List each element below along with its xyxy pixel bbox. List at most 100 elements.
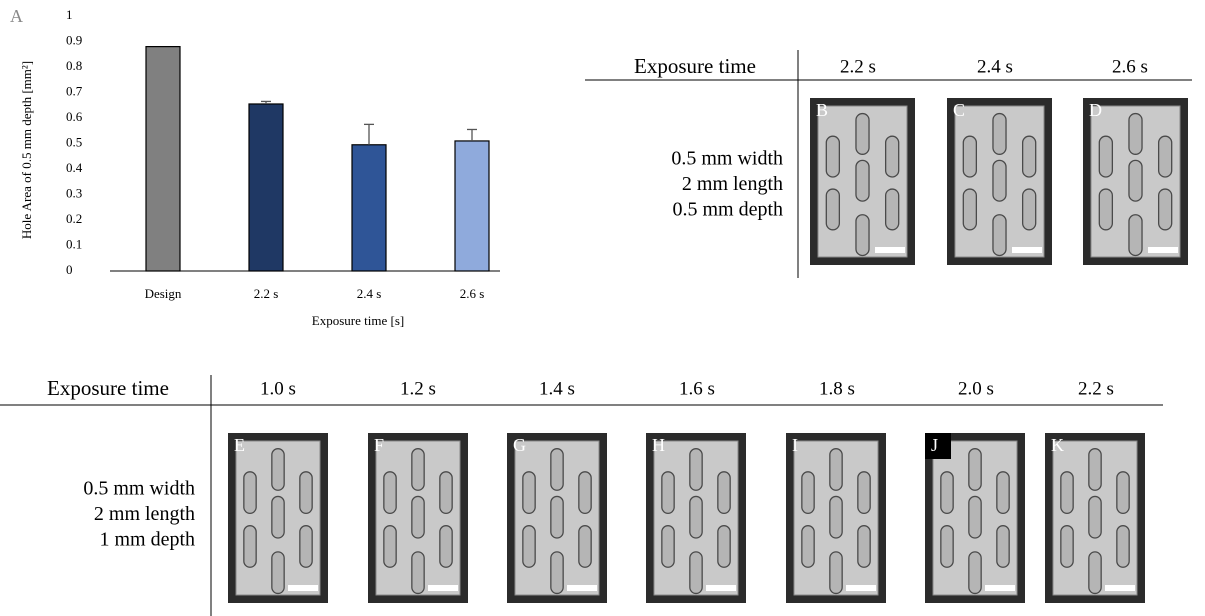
y-tick-label: 0.2 [66,211,82,226]
panel-label: K [1051,435,1064,455]
slot [1116,525,1130,568]
slot [661,525,675,568]
panel-label: I [792,435,798,455]
y-axis-label: Hole Area of 0.5 mm depth [mm²] [19,61,34,239]
scale-bar [1012,247,1042,253]
x-tick-label: Design [145,286,182,301]
slot [1098,135,1114,178]
slot [299,525,313,568]
micrograph: K [1045,433,1145,603]
slot [689,448,703,491]
slot [439,471,453,515]
row-label: 0.5 mm width [671,148,783,170]
scale-bar [428,585,458,591]
slot [1060,471,1074,515]
micrograph: E [228,433,328,603]
bar [145,45,181,272]
x-axis-label: Exposure time [s] [312,313,404,328]
panel-label: C [953,100,965,120]
slot [1021,135,1037,178]
slot [855,159,870,202]
column-header: 1.0 s [260,378,296,399]
slot [689,495,703,539]
slot [829,448,843,491]
column-header: 1.6 s [679,378,715,399]
slot [717,471,731,515]
slot [550,551,564,595]
scale-bar [846,585,876,591]
slot [940,471,954,515]
bar [351,144,387,272]
slot [1088,495,1102,539]
slot [439,525,453,568]
column-header: 2.0 s [958,378,994,399]
y-tick-label: 0.4 [66,160,83,175]
slot [1021,188,1037,231]
slot [1116,471,1130,515]
micrograph: D [1083,98,1188,265]
slot [578,525,592,568]
slot [968,495,982,539]
slot [411,448,425,491]
column-header: Exposure time [634,54,756,78]
micrograph: G [507,433,607,603]
panel-label: E [234,435,245,455]
y-tick-label: 0.3 [66,185,82,200]
bar [248,103,284,272]
y-tick-label: 0.5 [66,134,82,149]
slot [243,471,257,515]
scale-bar [985,585,1015,591]
slot [884,135,900,178]
slot [1098,188,1114,231]
slot [1157,188,1173,231]
scale-bar [1148,247,1178,253]
slot [578,471,592,515]
slot [299,471,313,515]
slot [884,188,900,231]
slot [522,471,536,515]
panel-label: A [10,6,23,26]
y-tick-label: 0.7 [66,83,83,98]
slot [962,188,978,231]
x-tick-label: 2.6 s [460,286,485,301]
slot [992,112,1007,155]
slot [857,471,871,515]
column-header: 1.2 s [400,378,436,399]
slot [962,135,978,178]
slot [550,448,564,491]
slot [689,551,703,595]
slot [1088,448,1102,491]
slot [383,525,397,568]
slot [825,188,841,231]
row-label: 2 mm length [94,503,195,525]
row-label: 0.5 mm depth [672,199,783,221]
micrograph: H [646,433,746,603]
column-header: 2.4 s [977,56,1013,77]
slot [825,135,841,178]
panel-label: J [931,435,938,455]
slot [550,495,564,539]
scale-bar [706,585,736,591]
slot [1128,112,1143,155]
slot [522,525,536,568]
slot [411,495,425,539]
slot [829,551,843,595]
slot [271,551,285,595]
column-header: 1.8 s [819,378,855,399]
slot [271,448,285,491]
y-tick-label: 0.9 [66,32,82,47]
y-tick-label: 0.8 [66,58,82,73]
micrograph: J [925,433,1025,603]
slot [661,471,675,515]
micrograph: I [786,433,886,603]
y-tick-label: 1 [66,7,73,22]
y-tick-label: 0.1 [66,236,82,251]
slot [857,525,871,568]
slot [940,525,954,568]
slot [271,495,285,539]
panel-label: D [1089,100,1102,120]
slot [1128,214,1143,257]
slot [1060,525,1074,568]
column-header: Exposure time [47,376,169,400]
slot [801,525,815,568]
